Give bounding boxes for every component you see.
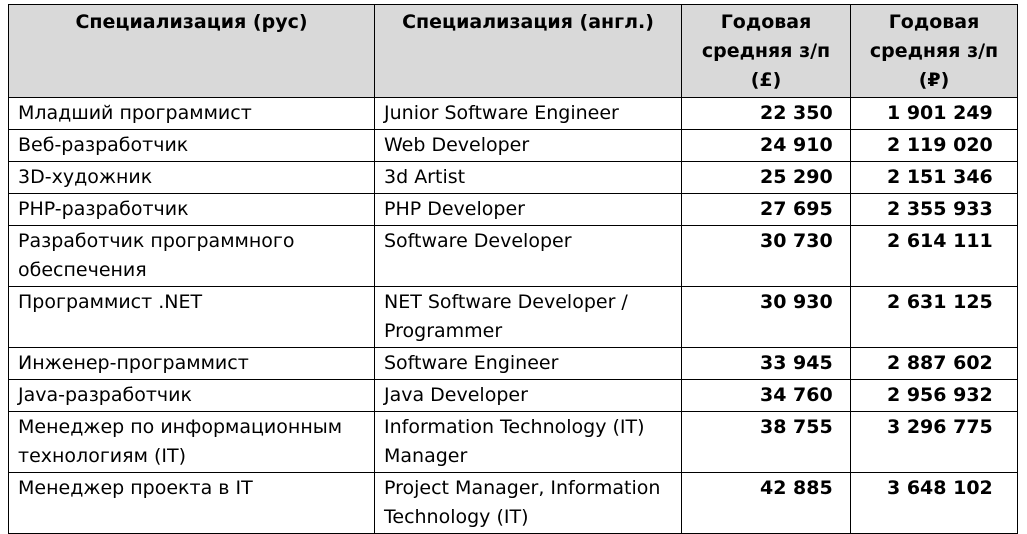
cell-salary-gbp: 30 730 bbox=[681, 225, 851, 287]
table-row: Java-разработчик Java Developer 34 760 2 95… bbox=[8, 379, 1018, 412]
cell-salary-rub: 2 631 125 bbox=[850, 286, 1018, 348]
cell-salary-rub: 3 648 102 bbox=[850, 472, 1018, 534]
cell-salary-rub: 2 151 346 bbox=[850, 161, 1018, 194]
table-row: Менеджер проекта в IT Project Manager, In… bbox=[8, 472, 1018, 534]
table-body: Младший программист Junior Software Engin… bbox=[8, 97, 1018, 534]
cell-salary-gbp: 22 350 bbox=[681, 97, 851, 130]
cell-specialization-en: Java Developer bbox=[374, 379, 682, 412]
cell-specialization-ru: Разработчик программного обеспечения bbox=[8, 225, 375, 287]
cell-specialization-en: NET Software Developer / Programmer bbox=[374, 286, 682, 348]
cell-specialization-en: Software Engineer bbox=[374, 347, 682, 380]
cell-salary-rub: 2 887 602 bbox=[850, 347, 1018, 380]
cell-specialization-en: PHP Developer bbox=[374, 193, 682, 226]
cell-salary-rub: 2 119 020 bbox=[850, 129, 1018, 162]
cell-specialization-ru: Программист .NET bbox=[8, 286, 375, 348]
cell-salary-rub: 2 614 111 bbox=[850, 225, 1018, 287]
cell-specialization-ru: Менеджер по информационным технологиям (… bbox=[8, 411, 375, 473]
header-salary-rub: Годовая средняя з/п (₽) bbox=[850, 4, 1018, 98]
cell-specialization-ru: Младший программист bbox=[8, 97, 375, 130]
table-row: Веб-разработчик Web Developer 24 910 2 119 … bbox=[8, 129, 1018, 162]
table-row: Инженер-программист Software Engineer 33 9… bbox=[8, 347, 1018, 380]
cell-specialization-en: Web Developer bbox=[374, 129, 682, 162]
cell-salary-gbp: 30 930 bbox=[681, 286, 851, 348]
table-row: PHP-разработчик PHP Developer 27 695 2 355 … bbox=[8, 193, 1018, 226]
cell-salary-gbp: 33 945 bbox=[681, 347, 851, 380]
cell-specialization-ru: Инженер-программист bbox=[8, 347, 375, 380]
table-row: Разработчик программного обеспечения Soft… bbox=[8, 225, 1018, 287]
cell-specialization-ru: 3D-художник bbox=[8, 161, 375, 194]
cell-specialization-en: 3d Artist bbox=[374, 161, 682, 194]
salary-table: Специализация (рус) Специализация (англ.… bbox=[8, 4, 1018, 534]
cell-specialization-ru: Java-разработчик bbox=[8, 379, 375, 412]
cell-specialization-en: Project Manager, Information Technology … bbox=[374, 472, 682, 534]
table-row: Менеджер по информационным технологиям (… bbox=[8, 411, 1018, 473]
cell-salary-gbp: 42 885 bbox=[681, 472, 851, 534]
table-header: Специализация (рус) Специализация (англ.… bbox=[8, 4, 1018, 98]
cell-salary-gbp: 27 695 bbox=[681, 193, 851, 226]
table-row: Программист .NET NET Software Developer /… bbox=[8, 286, 1018, 348]
cell-salary-rub: 2 355 933 bbox=[850, 193, 1018, 226]
cell-salary-rub: 2 956 932 bbox=[850, 379, 1018, 412]
cell-specialization-en: Junior Software Engineer bbox=[374, 97, 682, 130]
cell-specialization-ru: Веб-разработчик bbox=[8, 129, 375, 162]
cell-specialization-en: Information Technology (IT) Manager bbox=[374, 411, 682, 473]
table-row: Младший программист Junior Software Engin… bbox=[8, 97, 1018, 130]
cell-salary-gbp: 34 760 bbox=[681, 379, 851, 412]
cell-specialization-ru: PHP-разработчик bbox=[8, 193, 375, 226]
header-row: Специализация (рус) Специализация (англ.… bbox=[8, 4, 1018, 98]
header-specialization-en: Специализация (англ.) bbox=[374, 4, 682, 98]
cell-salary-gbp: 24 910 bbox=[681, 129, 851, 162]
cell-salary-rub: 3 296 775 bbox=[850, 411, 1018, 473]
header-salary-gbp: Годовая средняя з/п (£) bbox=[681, 4, 851, 98]
cell-salary-gbp: 38 755 bbox=[681, 411, 851, 473]
cell-salary-gbp: 25 290 bbox=[681, 161, 851, 194]
table-row: 3D-художник 3d Artist 25 290 2 151 346 bbox=[8, 161, 1018, 194]
cell-specialization-ru: Менеджер проекта в IT bbox=[8, 472, 375, 534]
cell-specialization-en: Software Developer bbox=[374, 225, 682, 287]
cell-salary-rub: 1 901 249 bbox=[850, 97, 1018, 130]
header-specialization-ru: Специализация (рус) bbox=[8, 4, 375, 98]
